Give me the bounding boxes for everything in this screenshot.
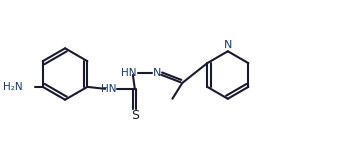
Text: S: S — [131, 109, 139, 122]
Text: N: N — [152, 68, 161, 78]
Text: HN: HN — [101, 84, 117, 94]
Text: H₂N: H₂N — [3, 82, 23, 92]
Text: HN: HN — [121, 68, 137, 78]
Text: N: N — [224, 40, 232, 50]
